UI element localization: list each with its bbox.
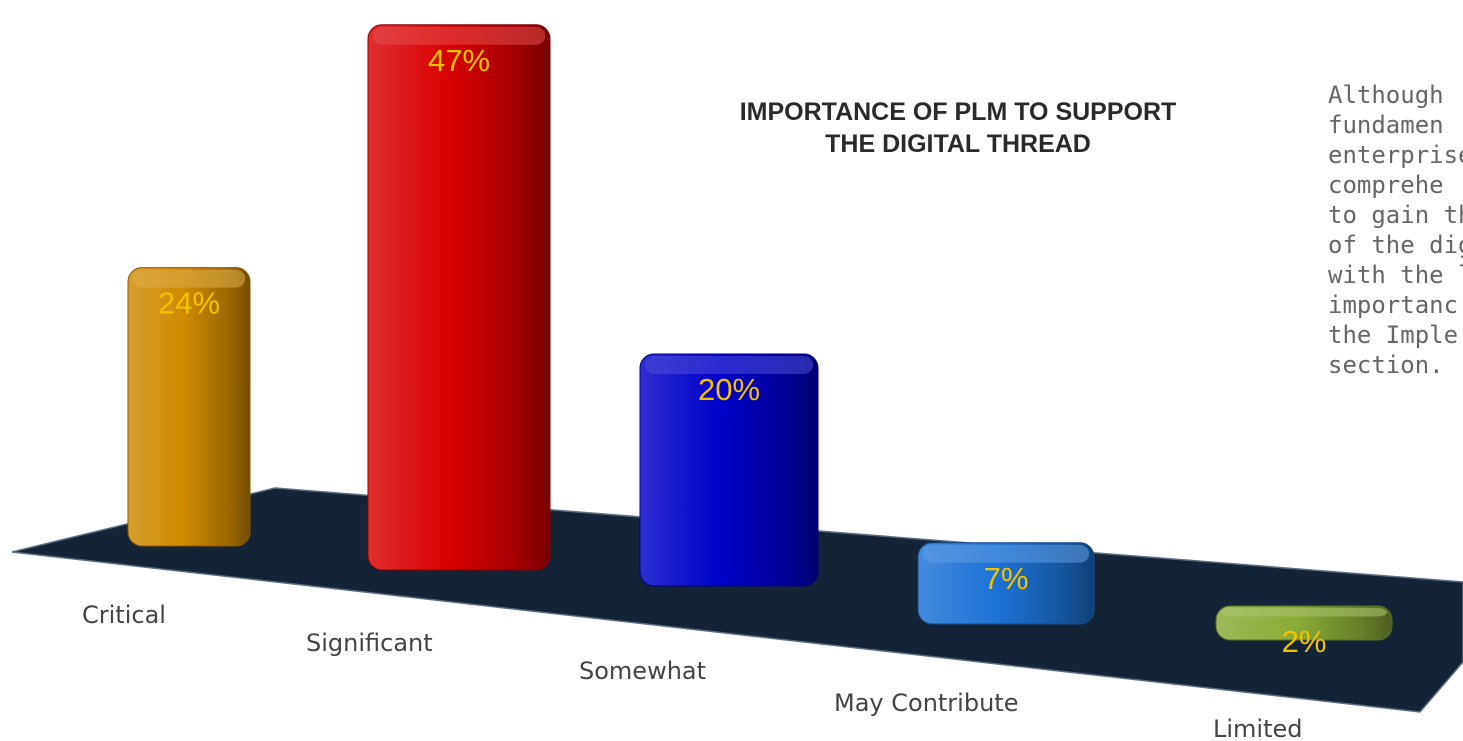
category-label: Somewhat: [579, 657, 706, 685]
bar-somewhat: [639, 353, 819, 587]
side-text-line: enterprise: [1328, 141, 1463, 169]
bar-significant: [367, 24, 551, 571]
category-label: May Contribute: [834, 689, 1018, 717]
side-text-line: to gain th: [1328, 201, 1463, 229]
bar-value-label: 2%: [1282, 624, 1327, 659]
side-text-line: comprehe: [1328, 171, 1444, 199]
bar-value-label: 24%: [158, 286, 220, 321]
bar-may-contribute: [917, 542, 1095, 625]
side-text-line: of the dig: [1328, 231, 1463, 259]
side-text-line: the Imple: [1328, 321, 1459, 349]
category-label: Significant: [306, 629, 433, 657]
bar-critical: [127, 267, 251, 547]
chart-title-line-1: IMPORTANCE OF PLM TO SUPPORT: [740, 98, 1177, 126]
side-text-line: importanc: [1328, 291, 1459, 319]
side-text-line: section.: [1328, 351, 1444, 379]
side-text-line: Although: [1328, 81, 1444, 109]
side-text: Although fundamen enterprise comprehe to gai…: [1328, 80, 1463, 380]
category-label: Critical: [82, 601, 166, 629]
bar-limited: [1215, 605, 1393, 641]
side-text-line: with the l: [1328, 261, 1463, 289]
chart-title-line-2: THE DIGITAL THREAD: [825, 130, 1091, 158]
category-label: Limited: [1213, 715, 1303, 741]
bar-value-label: 20%: [698, 372, 760, 407]
bar-value-label: 47%: [428, 43, 490, 78]
side-text-line: fundamen: [1328, 111, 1444, 139]
bar-value-label: 7%: [984, 561, 1029, 596]
